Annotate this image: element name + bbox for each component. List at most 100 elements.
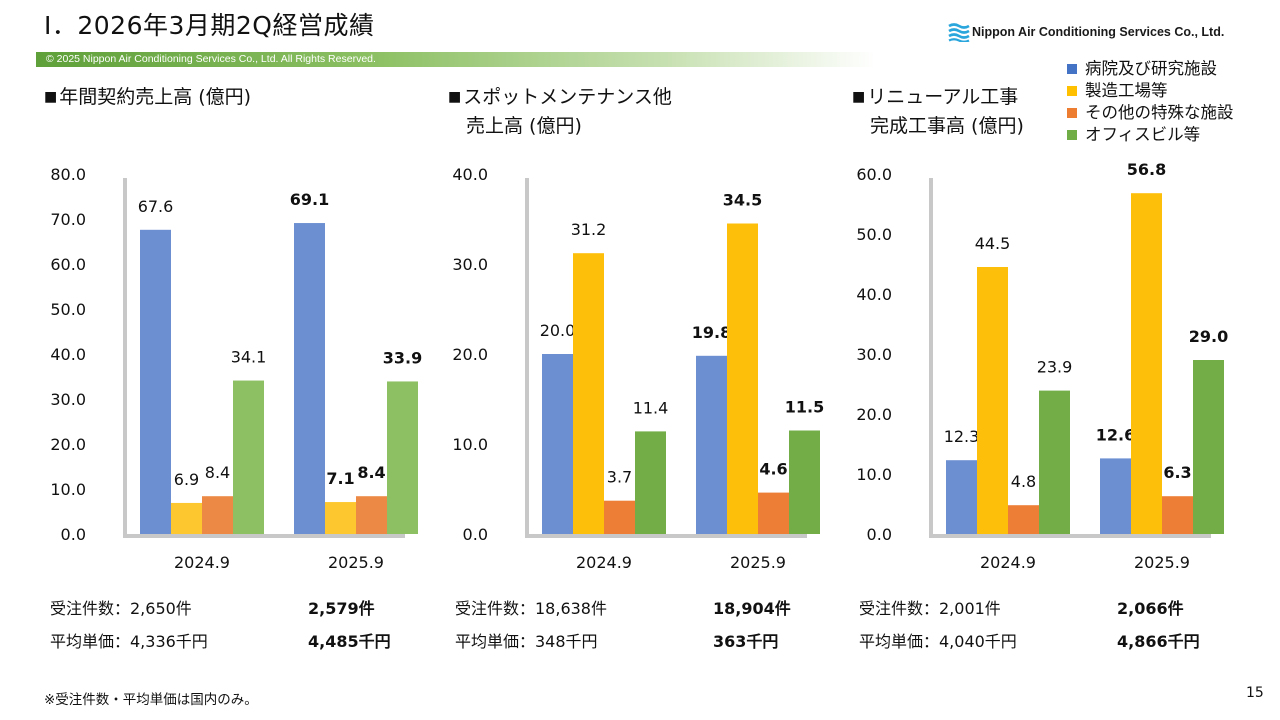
y-tick-label: 30.0	[856, 345, 892, 364]
legend-swatch-special	[1067, 108, 1077, 118]
y-tick-label: 50.0	[50, 300, 86, 319]
bar	[946, 460, 977, 534]
y-tick-label: 60.0	[50, 255, 86, 274]
legend-item: その他の特殊な施設	[1067, 102, 1234, 124]
legend-label: 製造工場等	[1085, 81, 1168, 100]
copyright-text: © 2025 Nippon Air Conditioning Services …	[46, 53, 376, 65]
legend-item: 製造工場等	[1067, 80, 1234, 102]
bar-data-label: 34.5	[723, 191, 762, 210]
y-tick-label: 30.0	[50, 390, 86, 409]
section-title-line: スポットメンテナンス他	[463, 86, 672, 108]
bar	[573, 253, 604, 534]
page-number: 15	[1246, 685, 1264, 701]
orders-prev: 受注件数：2,650件	[50, 599, 192, 618]
bar	[635, 431, 666, 534]
legend-item: オフィスビル等	[1067, 124, 1234, 146]
chart-legend: 病院及び研究施設 製造工場等 その他の特殊な施設 オフィスビル等	[1067, 58, 1234, 146]
bar	[1193, 360, 1224, 534]
price-prev: 平均単価：4,040千円	[859, 632, 1017, 651]
copyright-band: © 2025 Nippon Air Conditioning Services …	[36, 52, 876, 67]
y-tick-label: 80.0	[50, 165, 86, 184]
bar-data-label: 6.3	[1163, 463, 1191, 482]
bar	[294, 223, 325, 535]
x-tick-label: 2024.9	[980, 553, 1036, 572]
bar-data-label: 12.6	[1096, 425, 1135, 444]
bar-data-label: 4.8	[1011, 472, 1036, 491]
x-tick-label: 2025.9	[328, 553, 384, 572]
y-tick-label: 70.0	[50, 210, 86, 229]
bullet-square-icon: ■	[852, 89, 866, 105]
bar-data-label: 34.1	[231, 348, 267, 367]
bullet-square-icon: ■	[44, 89, 58, 105]
bar	[727, 223, 758, 534]
section-title-line: 年間契約売上高 (億円)	[59, 86, 252, 108]
chart-spot-maintenance: 0.0 10.0 20.0 30.0 40.0 20.0 31.2 3.7 11.4 2024.9…	[432, 160, 824, 580]
bar-data-label: 12.3	[944, 427, 980, 446]
y-tick-label: 30.0	[452, 255, 488, 274]
bar-chart-svg: 0.0 10.0 20.0 30.0 40.0 50.0 60.0 12.3 44.5 4.8 23…	[856, 160, 1228, 572]
bar-data-label: 56.8	[1127, 160, 1166, 179]
bar-data-label: 8.4	[357, 463, 385, 482]
orders-curr: 2,579件	[308, 599, 375, 618]
bar	[542, 354, 573, 534]
chart-annual-contract: 0.0 10.0 20.0 30.0 40.0 50.0 60.0 70.0 80.0 67.6 6…	[30, 160, 422, 580]
bar	[171, 502, 202, 534]
bar	[789, 430, 820, 534]
y-tick-label: 50.0	[856, 225, 892, 244]
bar	[696, 355, 727, 534]
logo-text: Nippon Air Conditioning Services Co., Lt…	[972, 25, 1225, 39]
orders-prev: 受注件数：2,001件	[859, 599, 1001, 618]
bar	[140, 229, 171, 535]
bar-data-label: 8.4	[205, 463, 230, 482]
bar-data-label: 7.1	[326, 469, 354, 488]
bar-data-label: 6.9	[174, 470, 199, 489]
bar-data-label: 33.9	[383, 348, 422, 367]
footnote: ※受注件数・平均単価は国内のみ。	[44, 692, 258, 708]
bar-data-label: 4.6	[759, 460, 787, 479]
bar-data-label: 23.9	[1037, 358, 1073, 377]
bar-data-label: 11.4	[633, 398, 669, 417]
section-title-renewal: ■ リニューアル工事 完成工事高 (億円)	[852, 83, 1024, 141]
orders-prev: 受注件数：18,638件	[455, 599, 607, 618]
chart-renewal: 0.0 10.0 20.0 30.0 40.0 50.0 60.0 12.3 44.5 4.8 23…	[836, 160, 1228, 580]
bar-data-label: 29.0	[1189, 327, 1228, 346]
x-tick-label: 2024.9	[174, 553, 230, 572]
y-tick-label: 10.0	[856, 465, 892, 484]
legend-swatch-office	[1067, 130, 1077, 140]
bar	[1131, 193, 1162, 534]
section-title-line: 売上高 (億円)	[466, 115, 582, 137]
bar	[1008, 505, 1039, 534]
bar	[387, 381, 418, 534]
price-curr: 4,866千円	[1117, 632, 1200, 651]
legend-label: オフィスビル等	[1085, 125, 1201, 144]
company-logo: Nippon Air Conditioning Services Co., Lt…	[948, 22, 1224, 42]
y-tick-label: 40.0	[856, 285, 892, 304]
page-title: Ⅰ．2026年3月期2Q経営成績	[44, 11, 375, 40]
y-tick-label: 20.0	[856, 405, 892, 424]
bar-data-label: 31.2	[571, 220, 607, 239]
bar-data-label: 44.5	[975, 234, 1011, 253]
bar-data-label: 67.6	[138, 197, 174, 216]
bar-data-label: 3.7	[607, 468, 632, 487]
bar	[1162, 496, 1193, 534]
bar	[604, 500, 635, 534]
legend-label: 病院及び研究施設	[1085, 59, 1217, 78]
y-tick-label: 60.0	[856, 165, 892, 184]
bar-data-label: 19.8	[692, 323, 731, 342]
bar	[758, 492, 789, 534]
bar	[977, 267, 1008, 534]
legend-swatch-hospital	[1067, 64, 1077, 74]
price-curr: 363千円	[713, 632, 779, 651]
bar-data-label: 20.0	[540, 321, 576, 340]
legend-swatch-factory	[1067, 86, 1077, 96]
bar	[356, 496, 387, 534]
price-prev: 平均単価：348千円	[455, 632, 598, 651]
section-title-line: 完成工事高 (億円)	[870, 115, 1024, 137]
legend-label: その他の特殊な施設	[1085, 103, 1234, 122]
bar	[233, 380, 264, 534]
bar-data-label: 11.5	[785, 398, 824, 417]
y-tick-label: 10.0	[50, 480, 86, 499]
stats-spot-maintenance: 受注件数：18,638件 18,904件 平均単価：348千円 363千円	[455, 592, 791, 658]
price-curr: 4,485千円	[308, 632, 391, 651]
y-tick-label: 10.0	[452, 435, 488, 454]
